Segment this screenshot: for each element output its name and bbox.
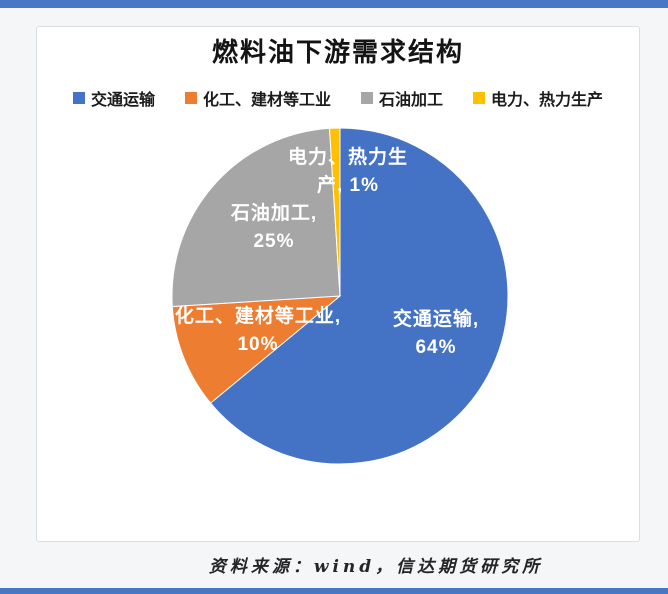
pie-chart: [171, 127, 509, 465]
legend-swatch-industry: [184, 92, 197, 104]
slice-label-line: 化工、建材等工业,: [174, 306, 342, 327]
source-note: 资料来源：wind，信达期货研究所: [208, 557, 544, 577]
slice-label-power-heat: 电力、热力生 产, 1%: [288, 144, 408, 200]
legend-label-industry: 化工、建材等工业: [202, 92, 331, 109]
chart-legend: 交通运输 化工、建材等工业 石油加工 电力、热力生产: [36, 86, 640, 110]
slice-label-line: 电力、热力生: [287, 147, 409, 168]
slice-label-line: 交通运输,: [392, 309, 480, 330]
legend-item-oil-refining: 石油加工: [361, 86, 443, 110]
page-bottom-border-bar: [0, 588, 668, 594]
pie-slice-oil-refining: [171, 127, 341, 308]
pie-slice-power-heat: [328, 127, 341, 297]
legend-item-power-heat: 电力、热力生产: [473, 86, 603, 110]
slice-label-line: 64%: [415, 337, 457, 358]
legend-item-industry: 化工、建材等工业: [184, 86, 331, 110]
legend-swatch-transport: [72, 92, 85, 104]
slice-label-oil-refining: 石油加工, 25%: [231, 200, 317, 256]
slice-label-line: 产, 1%: [316, 175, 380, 196]
slice-label-transport: 交通运输, 64%: [393, 306, 479, 362]
legend-label-power-heat: 电力、热力生产: [491, 92, 604, 109]
slice-label-line: 石油加工,: [230, 203, 318, 224]
pie-slice-industry: [171, 295, 342, 404]
legend-label-transport: 交通运输: [90, 92, 155, 109]
pie-slice-transport: [209, 127, 509, 465]
slice-label-line: 10%: [237, 334, 279, 355]
slice-label-industry: 化工、建材等工业, 10%: [175, 303, 341, 359]
chart-title: 燃料油下游需求结构: [211, 37, 464, 67]
page-top-border-bar: [0, 0, 668, 8]
slice-label-line: 25%: [253, 231, 295, 252]
legend-label-oil-refining: 石油加工: [379, 92, 444, 109]
legend-swatch-oil-refining: [361, 92, 373, 104]
legend-item-transport: 交通运输: [72, 86, 155, 110]
legend-swatch-power-heat: [473, 92, 486, 104]
